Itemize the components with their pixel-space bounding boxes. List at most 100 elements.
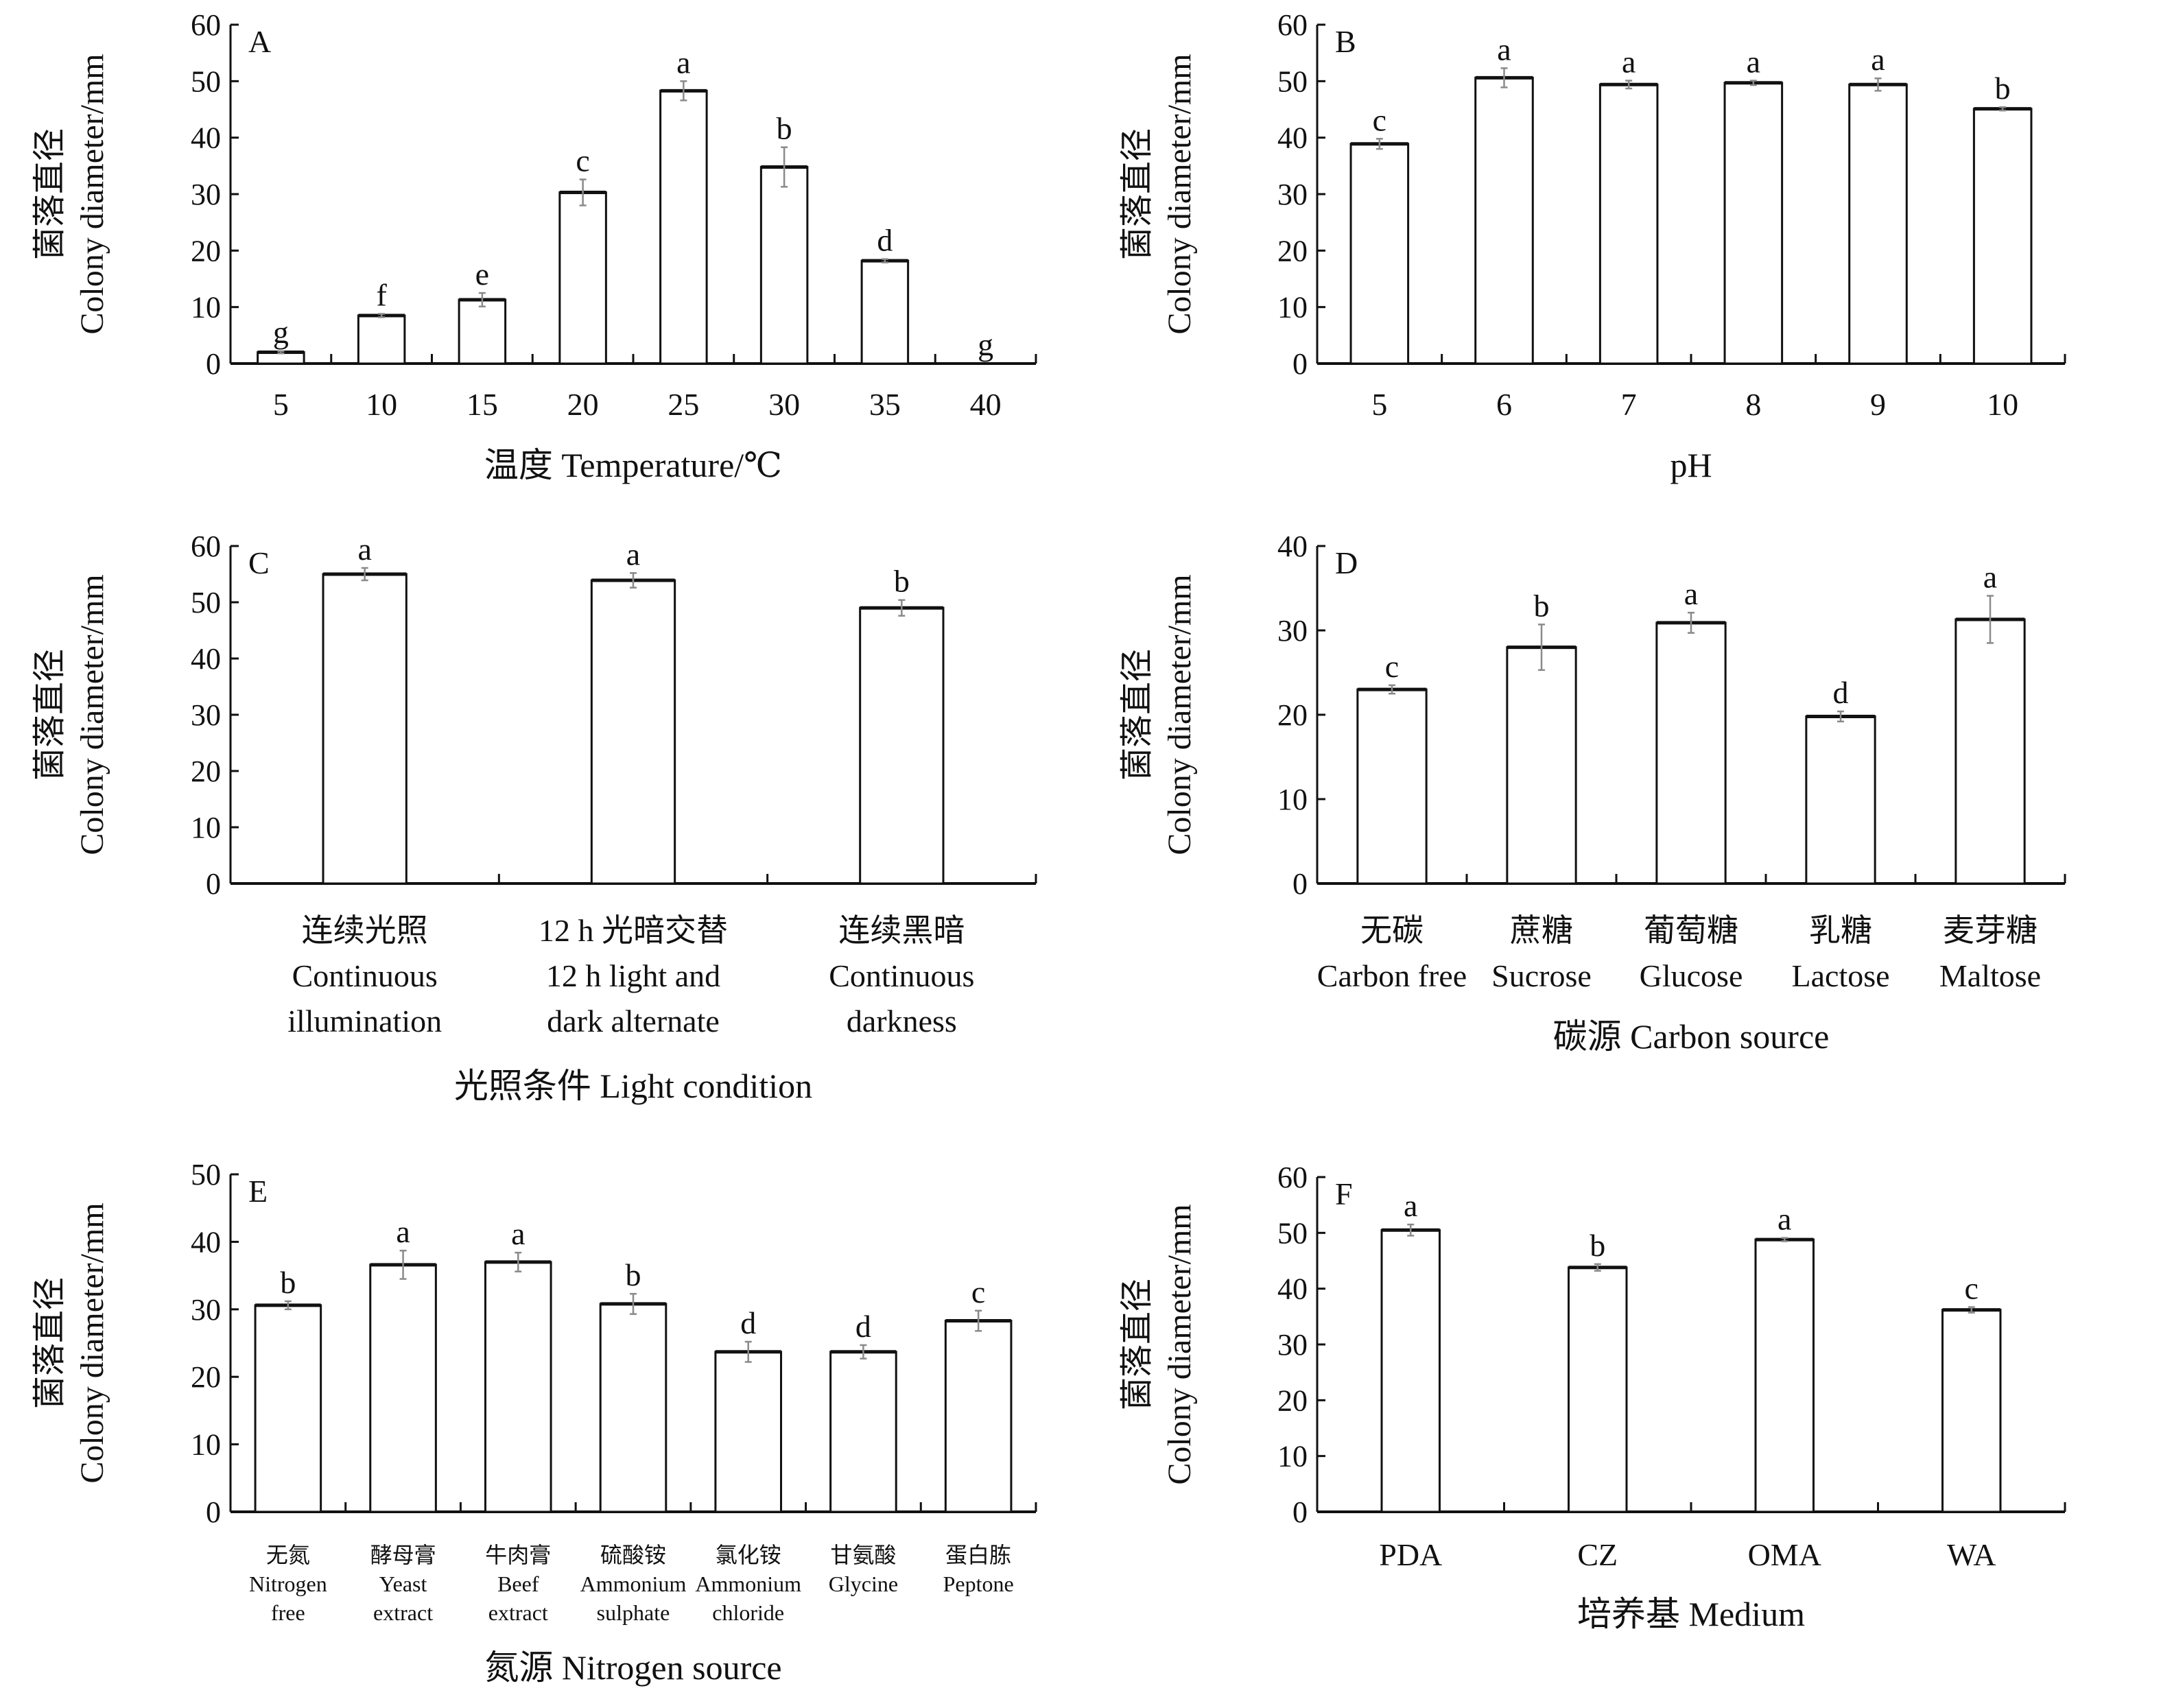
y-tick-label: 10 <box>1277 291 1308 324</box>
x-tick-label: Sucrose <box>1491 958 1592 993</box>
y-tick-label: 30 <box>1277 178 1308 211</box>
x-tick-label: 甘氨酸 <box>830 1543 896 1567</box>
significance-letter: b <box>280 1265 296 1300</box>
y-tick-label: 50 <box>1277 64 1308 98</box>
significance-letter: a <box>357 532 371 567</box>
x-tick-label: 40 <box>970 387 1002 422</box>
x-tick-label: chloride <box>712 1600 784 1625</box>
bar <box>1598 83 1659 365</box>
x-axis-label: 碳源 Carbon source <box>1553 1017 1830 1056</box>
x-tick-label: 9 <box>1870 387 1886 422</box>
panel-letter: B <box>1335 24 1356 59</box>
y-tick-label: 10 <box>191 1428 221 1462</box>
significance-letter: a <box>1622 45 1635 80</box>
bar <box>322 573 408 885</box>
bar <box>1754 1238 1815 1513</box>
x-axis-label: 氮源 Nitrogen source <box>484 1648 781 1687</box>
significance-letter: a <box>1778 1202 1791 1237</box>
y-axis-label-en: Colony diameter/mm <box>74 54 110 334</box>
y-tick-label: 0 <box>1292 1495 1308 1529</box>
x-axis-label: pH <box>1670 446 1712 484</box>
panel-b: 0 10 20 30 40 50 60 Bc 5 a 6 a 7 a 8 a 9 b 10 pH 菌落直径 Colony … <box>1119 8 2066 484</box>
x-tick-label: Ammonium <box>695 1571 801 1596</box>
y-tick-label: 10 <box>1277 783 1308 816</box>
significance-letter: b <box>1534 588 1550 623</box>
y-tick-label: 10 <box>191 291 221 324</box>
bar <box>1723 82 1784 365</box>
y-tick-label: 50 <box>191 1158 221 1191</box>
bar <box>1805 715 1876 885</box>
x-tick-label: darkness <box>847 1004 957 1039</box>
bar <box>1955 618 2026 885</box>
y-tick-label: 60 <box>1277 1161 1308 1194</box>
x-tick-label: 葡萄糖 <box>1644 913 1738 948</box>
significance-letter: a <box>1684 576 1698 611</box>
x-tick-label: 氯化铵 <box>716 1543 781 1567</box>
bar <box>1848 83 1908 365</box>
x-tick-label: 麦芽糖 <box>1943 913 2038 948</box>
x-tick-label: 酵母膏 <box>370 1543 436 1567</box>
bar <box>1655 621 1727 885</box>
x-tick-label: 乳糖 <box>1809 913 1872 948</box>
x-tick-label: Carbon free <box>1317 958 1467 993</box>
x-tick-label: Nitrogen <box>249 1571 327 1596</box>
y-tick-label: 30 <box>1277 614 1308 648</box>
y-tick-label: 10 <box>1277 1440 1308 1473</box>
bar <box>944 1320 1013 1513</box>
y-tick-label: 20 <box>1277 1384 1308 1417</box>
bar <box>1356 688 1428 885</box>
x-axis-label: 培养基 Medium <box>1577 1595 1805 1633</box>
x-tick-label: 无碳 <box>1360 913 1424 948</box>
y-tick-label: 50 <box>191 64 221 98</box>
significance-letter: c <box>1965 1271 1979 1306</box>
significance-letter: b <box>777 111 792 146</box>
bar <box>860 259 910 365</box>
significance-letter: a <box>676 45 690 80</box>
bar <box>1941 1309 2002 1513</box>
significance-letter: a <box>1983 560 1997 595</box>
panel-letter: F <box>1335 1176 1353 1211</box>
bar <box>829 1351 897 1513</box>
y-tick-label: 30 <box>191 1293 221 1327</box>
y-tick-label: 60 <box>191 8 221 42</box>
x-tick-label: Glucose <box>1640 958 1743 993</box>
x-tick-label: Lactose <box>1791 958 1889 993</box>
significance-letter: g <box>978 327 993 362</box>
x-tick-label: 7 <box>1621 387 1637 422</box>
significance-letter: b <box>626 1257 641 1292</box>
x-tick-label: PDA <box>1379 1537 1442 1572</box>
significance-letter: d <box>740 1305 756 1340</box>
y-axis-label-en: Colony diameter/mm <box>74 574 110 855</box>
significance-letter: a <box>396 1214 410 1249</box>
significance-letter: b <box>1995 71 2011 106</box>
x-tick-label: extract <box>488 1600 548 1625</box>
x-tick-label: 12 h light and <box>546 958 720 993</box>
panel-letter: D <box>1335 545 1358 580</box>
y-tick-label: 40 <box>1277 121 1308 155</box>
y-tick-label: 60 <box>191 530 221 563</box>
x-tick-label: 10 <box>366 387 397 422</box>
bar <box>1349 143 1410 365</box>
panel-letter: A <box>248 24 271 59</box>
bar <box>1568 1266 1628 1513</box>
x-tick-label: Continuous <box>292 958 438 993</box>
bar <box>558 191 607 365</box>
x-tick-label: Continuous <box>829 958 974 993</box>
y-axis-label-cn: 菌落直径 <box>32 1277 68 1409</box>
y-tick-label: 40 <box>191 642 221 676</box>
x-tick-label: 硫酸铵 <box>600 1543 666 1567</box>
y-tick-label: 30 <box>191 178 221 211</box>
bar <box>484 1261 552 1513</box>
y-tick-label: 40 <box>1277 1272 1308 1306</box>
y-tick-label: 0 <box>1292 867 1308 901</box>
bar <box>369 1264 437 1513</box>
bar <box>1972 108 2033 365</box>
x-tick-label: 蔗糖 <box>1510 913 1573 948</box>
bar <box>1506 646 1577 885</box>
significance-letter: a <box>1747 45 1760 80</box>
x-tick-label: illumination <box>287 1004 442 1039</box>
y-axis-label-en: Colony diameter/mm <box>1161 54 1198 334</box>
significance-letter: a <box>511 1216 525 1251</box>
